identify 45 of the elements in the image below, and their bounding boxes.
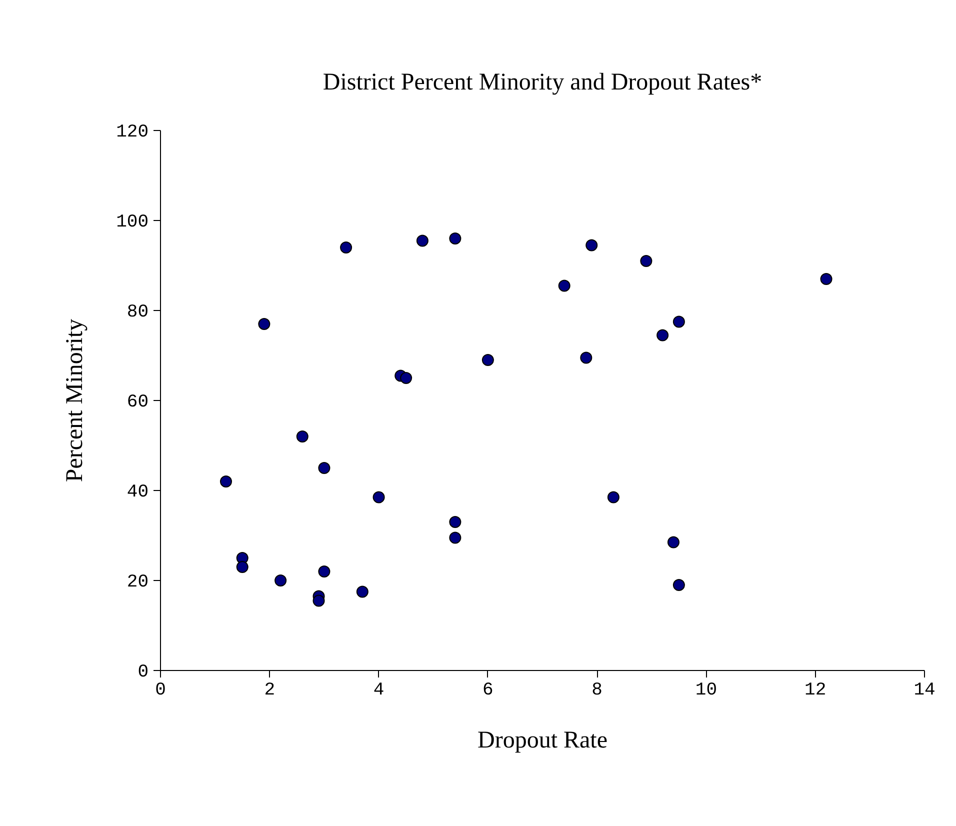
x-tick-label: 8 — [592, 680, 602, 700]
point — [258, 318, 270, 330]
point — [372, 491, 385, 504]
y-tick-label: 20 — [126, 572, 149, 592]
point — [586, 239, 598, 252]
point — [580, 352, 592, 364]
point — [236, 561, 248, 573]
point — [656, 329, 669, 342]
point — [296, 430, 308, 442]
y-tick-label: 100 — [116, 212, 148, 232]
point — [449, 516, 462, 528]
x-tick-label: 0 — [155, 680, 166, 700]
x-tick-label: 4 — [373, 680, 384, 700]
point — [672, 316, 685, 328]
point — [274, 574, 287, 586]
x-tick-label: 14 — [914, 680, 936, 700]
x-tick-label: 12 — [804, 680, 826, 700]
y-tick-label: 0 — [138, 662, 149, 682]
point — [400, 372, 412, 384]
point — [820, 273, 832, 285]
point — [482, 354, 494, 366]
y-tick-label: 60 — [126, 392, 149, 412]
x-tick-label: 10 — [695, 680, 718, 700]
point — [449, 232, 462, 244]
y-axis-title: Percent Minority — [62, 318, 88, 482]
point — [558, 280, 570, 292]
y-tick-label: 40 — [126, 482, 149, 502]
point — [220, 476, 232, 488]
point — [356, 586, 368, 598]
y-tick-label: 120 — [116, 122, 148, 142]
x-axis-title: Dropout Rate — [478, 728, 608, 754]
point — [449, 532, 462, 544]
point — [667, 536, 680, 548]
point — [607, 491, 620, 504]
x-tick-label: 6 — [482, 680, 494, 700]
point — [416, 234, 428, 247]
point — [318, 566, 330, 578]
x-tick-label: 2 — [264, 680, 276, 700]
y-tick-label: 80 — [126, 302, 149, 322]
point — [312, 594, 325, 607]
chart-title: District Percent Minority and Dropout Rates* — [322, 70, 762, 96]
point — [672, 579, 685, 591]
point — [318, 462, 330, 474]
point — [340, 242, 352, 254]
point — [640, 255, 652, 267]
